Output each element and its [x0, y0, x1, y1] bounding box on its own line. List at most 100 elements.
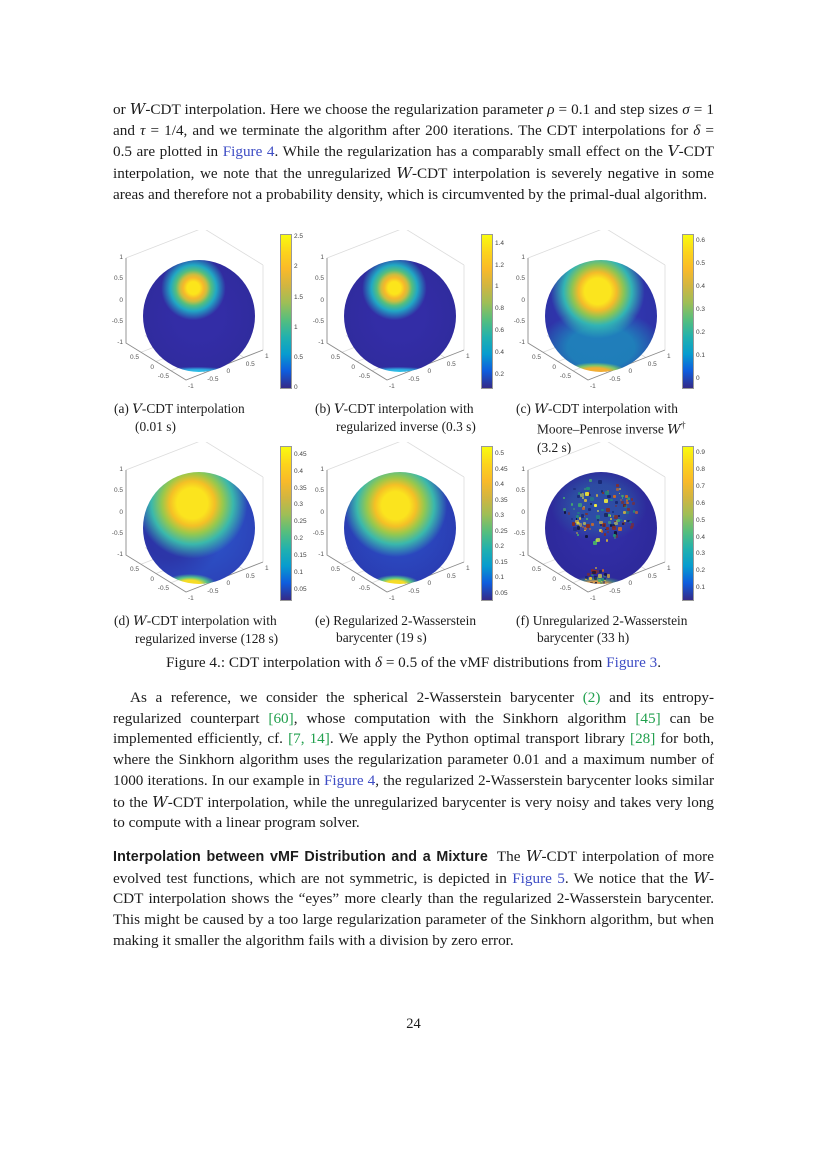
colorbar-tick-label: 0.35 [495, 496, 508, 504]
axis-tick-label: 1 [320, 254, 324, 261]
axis-tick-label: -1 [188, 595, 194, 602]
subplot-caption-line: (f) Unregularized 2-Wasserstein [516, 612, 711, 629]
text-run: for both, where the Sinkhorn algorithm u… [113, 730, 714, 789]
noise-speckle [609, 515, 612, 517]
noise-speckle [620, 518, 623, 522]
noise-speckle [605, 539, 609, 542]
text-run: W [129, 100, 146, 118]
axis-tick-label: -0.5 [157, 584, 169, 592]
citation-link[interactable]: (2) [582, 689, 601, 706]
axis-tick-label: 0 [119, 296, 123, 304]
axis-tick-label: -0.5 [408, 587, 420, 595]
noise-speckle [618, 492, 621, 495]
axis-tick-label: 0 [226, 580, 231, 587]
colorbar-tick-label: 0.35 [294, 484, 307, 492]
axis-tick-label: -0.5 [358, 372, 370, 380]
axis-tick-label: 0 [150, 363, 154, 371]
noise-speckle [600, 578, 604, 582]
axis-tick-label: -0.5 [559, 584, 571, 592]
axis-tick-label: 0.5 [245, 360, 255, 368]
colorbar-tick-label: 0.5 [495, 450, 505, 458]
text-run: -CDT interpolation. Here we choose the r… [145, 101, 548, 118]
noise-speckle [562, 497, 565, 499]
text-run: -CDT interpolation with [343, 401, 474, 416]
colorbar-tick-label: 0.2 [495, 543, 505, 551]
noise-speckle [576, 515, 579, 518]
noise-speckle [620, 498, 622, 501]
citation-link[interactable]: [45] [635, 709, 661, 727]
citation-link[interactable]: [60] [268, 709, 294, 727]
colorbar-tick-labels: 0.1 0.2 0.3 0.4 0.5 0.6 0.7 0.8 0.9 [696, 446, 716, 599]
noise-speckle [572, 526, 577, 531]
noise-speckle [577, 534, 580, 537]
colorbar: 0.05 0.1 0.15 0.2 0.25 0.3 0.35 0.4 0.45 [280, 446, 314, 601]
colorbar-gradient [280, 234, 292, 389]
noise-speckle [593, 576, 598, 581]
axis-tick-label: 0 [226, 368, 231, 375]
noise-speckle [576, 526, 581, 530]
colorbar-tick-label: 0.4 [696, 533, 706, 541]
axis-tick-label: -1 [117, 551, 123, 558]
axis-tick-label: -0.5 [513, 529, 525, 537]
text-run: V [667, 142, 679, 161]
noise-speckle [592, 541, 597, 546]
subplot-caption: (e) Regularized 2-Wasserstein barycenter … [315, 612, 510, 647]
axis-tick-label: 0 [150, 575, 154, 583]
figure-reference-link[interactable]: Figure 4 [222, 143, 275, 161]
noise-speckle [563, 508, 566, 511]
axis-tick-label: 1 [265, 565, 269, 572]
colorbar-tick-label: 0.05 [495, 589, 508, 597]
colorbar-tick-label: 0.5 [294, 353, 304, 361]
axis-tick-label: 0.5 [446, 360, 456, 368]
colorbar-tick-labels: 0 0.1 0.2 0.3 0.4 0.5 0.6 [696, 234, 716, 387]
noise-speckle [581, 526, 584, 529]
text-run: (e) Regularized 2-Wasserstein [315, 613, 477, 628]
subplot-caption: (d) W-CDT interpolation with regularized … [114, 612, 309, 648]
noise-speckle [610, 498, 614, 502]
colorbar-tick-label: 0.25 [294, 518, 307, 526]
axis-tick-label: 0.5 [330, 354, 340, 362]
noise-speckle [632, 501, 635, 505]
text-run: (a) [114, 401, 133, 416]
axis-tick-label: 1 [119, 254, 123, 261]
noise-speckle [570, 503, 574, 506]
axis-tick-label: 0.5 [314, 275, 324, 283]
colorbar-tick-label: 0.6 [696, 236, 706, 244]
noise-speckle [590, 497, 594, 501]
noise-speckle [563, 510, 567, 514]
subplot-caption-line: (c) W-CDT interpolation with [516, 400, 711, 418]
noise-speckle [604, 499, 609, 503]
text-run: ρ [547, 101, 555, 118]
axis-tick-label: -1 [519, 339, 525, 346]
text-run: -CDT interpolation, while the unregulari… [113, 793, 714, 832]
text-run: . We notice that the [564, 869, 694, 887]
colorbar-tick-label: 0.4 [495, 481, 505, 489]
axis-tick-label: -0.5 [207, 375, 219, 383]
axis-tick-label: 0 [320, 508, 324, 516]
citation-link[interactable]: [28] [630, 730, 656, 748]
subplot-caption-line: (a) V-CDT interpolation [114, 400, 309, 418]
text-run: W [534, 402, 548, 417]
citation-link[interactable]: [7, 14] [288, 730, 330, 748]
figure-reference-link[interactable]: Figure 3 [606, 654, 658, 671]
noise-speckle [583, 506, 585, 508]
subplot-caption: (c) W-CDT interpolation with Moore–Penros… [516, 400, 711, 456]
axis-tick-label: -0.5 [358, 584, 370, 592]
axis-tick-label: 0 [628, 580, 633, 587]
noise-speckle [585, 517, 589, 520]
figure-panel-c: 1 0.5 0 -0.5 -1 0.5 0 -0.5 1 0.5 0 -0.5 -1 0 0.1 0.2 0.… [514, 230, 716, 460]
text-run: -CDT interpolation of more evolved test … [113, 848, 714, 887]
colorbar-tick-labels: 0 0.5 1 1.5 2 2.5 [294, 233, 314, 391]
text-run: Figure 4.: CDT interpolation with [165, 654, 375, 671]
figure-panel-a: 1 0.5 0 -0.5 -1 0.5 0 -0.5 1 0.5 0 -0.5 -1 0 0.5 1 1.5 2… [112, 230, 314, 460]
noise-speckle [575, 519, 580, 524]
figure-reference-link[interactable]: Figure 4 [323, 771, 376, 789]
noise-speckle [594, 504, 598, 507]
noise-speckle [611, 524, 616, 528]
noise-speckle [614, 534, 619, 539]
noise-speckle [600, 580, 603, 583]
text-run: Moore–Penrose inverse [537, 421, 668, 437]
figure-reference-link[interactable]: Figure 5 [512, 869, 565, 887]
noise-speckle [621, 496, 624, 499]
noise-speckle [602, 509, 605, 512]
